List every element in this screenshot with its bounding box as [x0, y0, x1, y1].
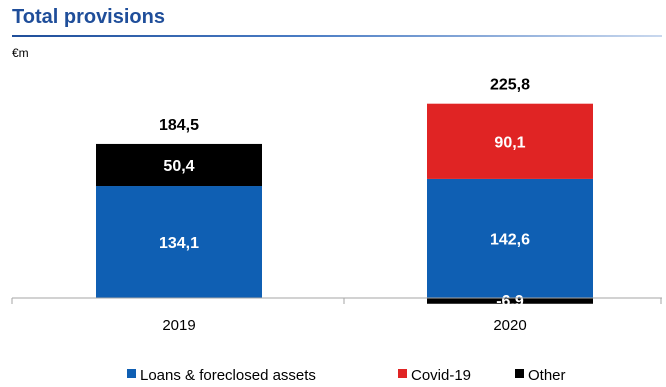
- legend-label: Other: [528, 367, 566, 384]
- data-label: 90,1: [494, 134, 525, 151]
- legend-label: Loans & foreclosed assets: [140, 367, 316, 384]
- title-underline: [12, 35, 662, 37]
- x-tick-label: 2019: [162, 317, 195, 334]
- legend-swatch-other: [515, 369, 524, 378]
- legend-swatch-loans-foreclosed-assets: [127, 369, 136, 378]
- legend-swatch-covid-19: [398, 369, 407, 378]
- bar-segment-2019-loans-foreclosed-assets: [96, 186, 262, 298]
- unit-label: €m: [12, 46, 29, 60]
- data-label: 50,4: [163, 158, 194, 175]
- total-label: 184,5: [159, 117, 199, 134]
- bar-segment-2020-loans-foreclosed-assets: [427, 178, 593, 298]
- data-label: 142,6: [490, 231, 530, 248]
- bar-segment-2020-other: [427, 298, 593, 304]
- data-label: -6,9: [496, 293, 524, 310]
- chart-title: Total provisions: [12, 6, 165, 28]
- x-tick-label: 2020: [493, 317, 526, 334]
- data-label: 134,1: [159, 235, 199, 252]
- bar-segment-2020-covid-19: [427, 103, 593, 179]
- legend-label: Covid-19: [411, 367, 471, 384]
- bar-segment-2019-other: [96, 143, 262, 187]
- total-label: 225,8: [490, 77, 530, 94]
